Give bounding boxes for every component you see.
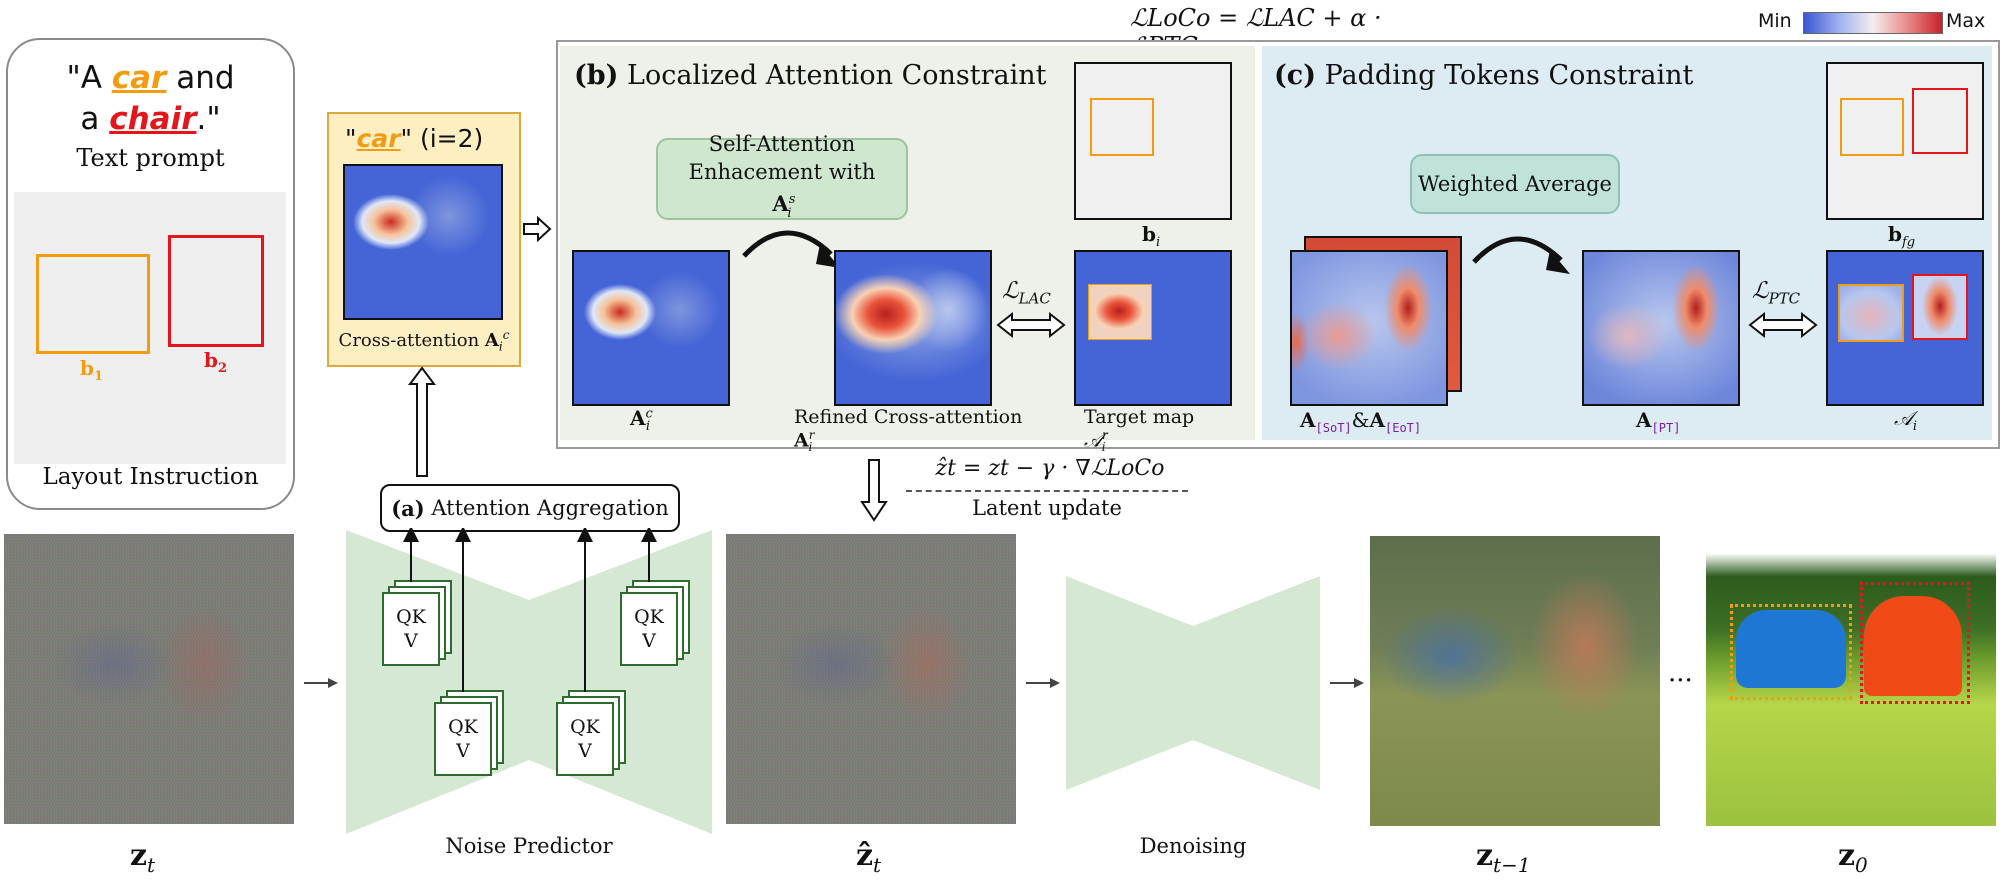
caption-pt: A[PT] — [1636, 408, 1681, 435]
z0-car — [1736, 610, 1846, 688]
latent-zt1-image — [1370, 536, 1660, 826]
prompt-word-chair: chair — [109, 101, 197, 137]
colorbar — [1803, 12, 1943, 34]
caption-target: Target map 𝒜ri — [1084, 406, 1195, 455]
loss-lac-label: ℒLAC — [1002, 278, 1051, 308]
attention-map-pt — [1582, 250, 1740, 406]
panel-localized-attention: (b) Localized Attention Constraint Self-… — [560, 46, 1255, 454]
double-arrow-ptc — [1748, 312, 1818, 338]
bbox-b2-label: b2 — [204, 348, 228, 376]
panel-padding-tokens: (c) Padding Tokens Constraint Weighted A… — [1262, 46, 1992, 440]
text-prompt-caption: Text prompt — [76, 144, 225, 172]
curved-arrow — [742, 230, 840, 268]
small-arrow-1 — [304, 678, 338, 688]
bbox-bfg-chair — [1912, 88, 1968, 154]
label-zt: zt — [130, 838, 156, 877]
attention-map-refined — [834, 250, 992, 406]
cross-attention-caption: Cross-attention Aic — [338, 328, 510, 354]
weighted-average-label: Weighted Average — [1410, 154, 1620, 214]
latent-z0-image — [1706, 536, 1996, 826]
qk-arrows — [403, 528, 657, 692]
attention-aggregation-box: (a) Attention Aggregation — [380, 484, 680, 532]
target-map-roi — [1088, 284, 1152, 340]
cross-attention-map — [343, 164, 503, 320]
prompt-panel: "A car and a chair." Text prompt b1 b2 L… — [6, 38, 295, 510]
caption-bi: bi — [1142, 222, 1161, 250]
qk-stack-2: QK V — [434, 690, 514, 792]
denoising-shape — [1066, 576, 1320, 790]
small-arrow-2 — [1026, 678, 1060, 688]
attention-map-ai — [1826, 250, 1984, 406]
caption-ai: 𝒜i — [1894, 406, 1918, 434]
latent-zhat-image — [726, 534, 1016, 824]
qk-block: QK V — [382, 592, 440, 666]
target-map — [1074, 250, 1232, 406]
loss-ptc-label: ℒPTC — [1752, 278, 1801, 308]
prompt-text: "A car and a chair." — [66, 60, 235, 137]
z0-bbox-chair — [1860, 582, 1970, 704]
caption-sot-eot: A[SoT]&A[EoT] — [1300, 408, 1422, 435]
ai-roi-chair — [1912, 274, 1968, 340]
bbox-b1 — [36, 254, 150, 354]
bbox-bi-box — [1074, 62, 1232, 220]
label-z0: z0 — [1838, 838, 1868, 877]
z0-bbox-car — [1730, 604, 1852, 700]
caption-bfg: bfg — [1888, 222, 1916, 250]
caption-refined: Refined Cross-attention Ari — [794, 406, 1023, 455]
qk-stack-1: QK V — [382, 580, 462, 682]
caption-aic: Aci — [630, 406, 653, 434]
self-attention-label: Self-Attention Enhacement with Asi — [656, 132, 908, 221]
cross-attention-title: "car" (i=2) — [345, 124, 484, 153]
layout-area: b1 b2 — [14, 192, 286, 464]
bbox-b2 — [168, 235, 264, 347]
z0-chair — [1864, 596, 1962, 696]
qk-block: QK V — [434, 702, 492, 776]
hollow-arrow-down — [860, 459, 888, 522]
qk-block: QK V — [620, 592, 678, 666]
colorbar-max-label: Max — [1946, 10, 1986, 32]
latent-zt-image — [4, 534, 294, 824]
small-arrow-3 — [1330, 678, 1364, 688]
bbox-bi-rect — [1090, 98, 1154, 156]
colorbar-min-label: Min — [1758, 10, 1792, 32]
layout-instruction-caption: Layout Instruction — [42, 464, 259, 490]
ai-roi-car — [1838, 284, 1904, 342]
latent-update-caption: Latent update — [972, 496, 1122, 520]
latent-update-formula: ẑt = zt − γ · ∇ℒLoCo — [935, 456, 1165, 481]
hollow-arrow-up — [408, 366, 436, 477]
denoising-caption: Denoising — [1139, 834, 1247, 858]
panel-c-title: (c) Padding Tokens Constraint — [1274, 60, 1694, 91]
curved-arrow-c — [1472, 236, 1570, 274]
noise-predictor-caption: Noise Predictor — [445, 834, 613, 858]
latent-update-divider — [906, 490, 1188, 492]
double-arrow-lac — [996, 312, 1066, 338]
label-zhat: ẑt — [856, 838, 882, 877]
qk-stack-3: QK V — [556, 690, 636, 792]
hollow-arrow-right — [523, 216, 552, 242]
panel-b-title: (b) Localized Attention Constraint — [574, 60, 1047, 91]
qk-stack-4: QK V — [620, 580, 700, 682]
qk-block: QK V — [556, 702, 614, 776]
prompt-word-car: car — [111, 60, 167, 96]
cross-attention-box: "car" (i=2) Cross-attention Aic — [327, 112, 521, 367]
bbox-bfg-car — [1840, 98, 1904, 156]
label-zt1: zt−1 — [1476, 838, 1531, 877]
bbox-b1-label: b1 — [80, 356, 104, 384]
ellipsis: ··· — [1668, 666, 1693, 696]
attention-map-sot — [1290, 250, 1448, 406]
bbox-bfg-box — [1826, 62, 1984, 220]
attention-map-aic — [572, 250, 730, 406]
